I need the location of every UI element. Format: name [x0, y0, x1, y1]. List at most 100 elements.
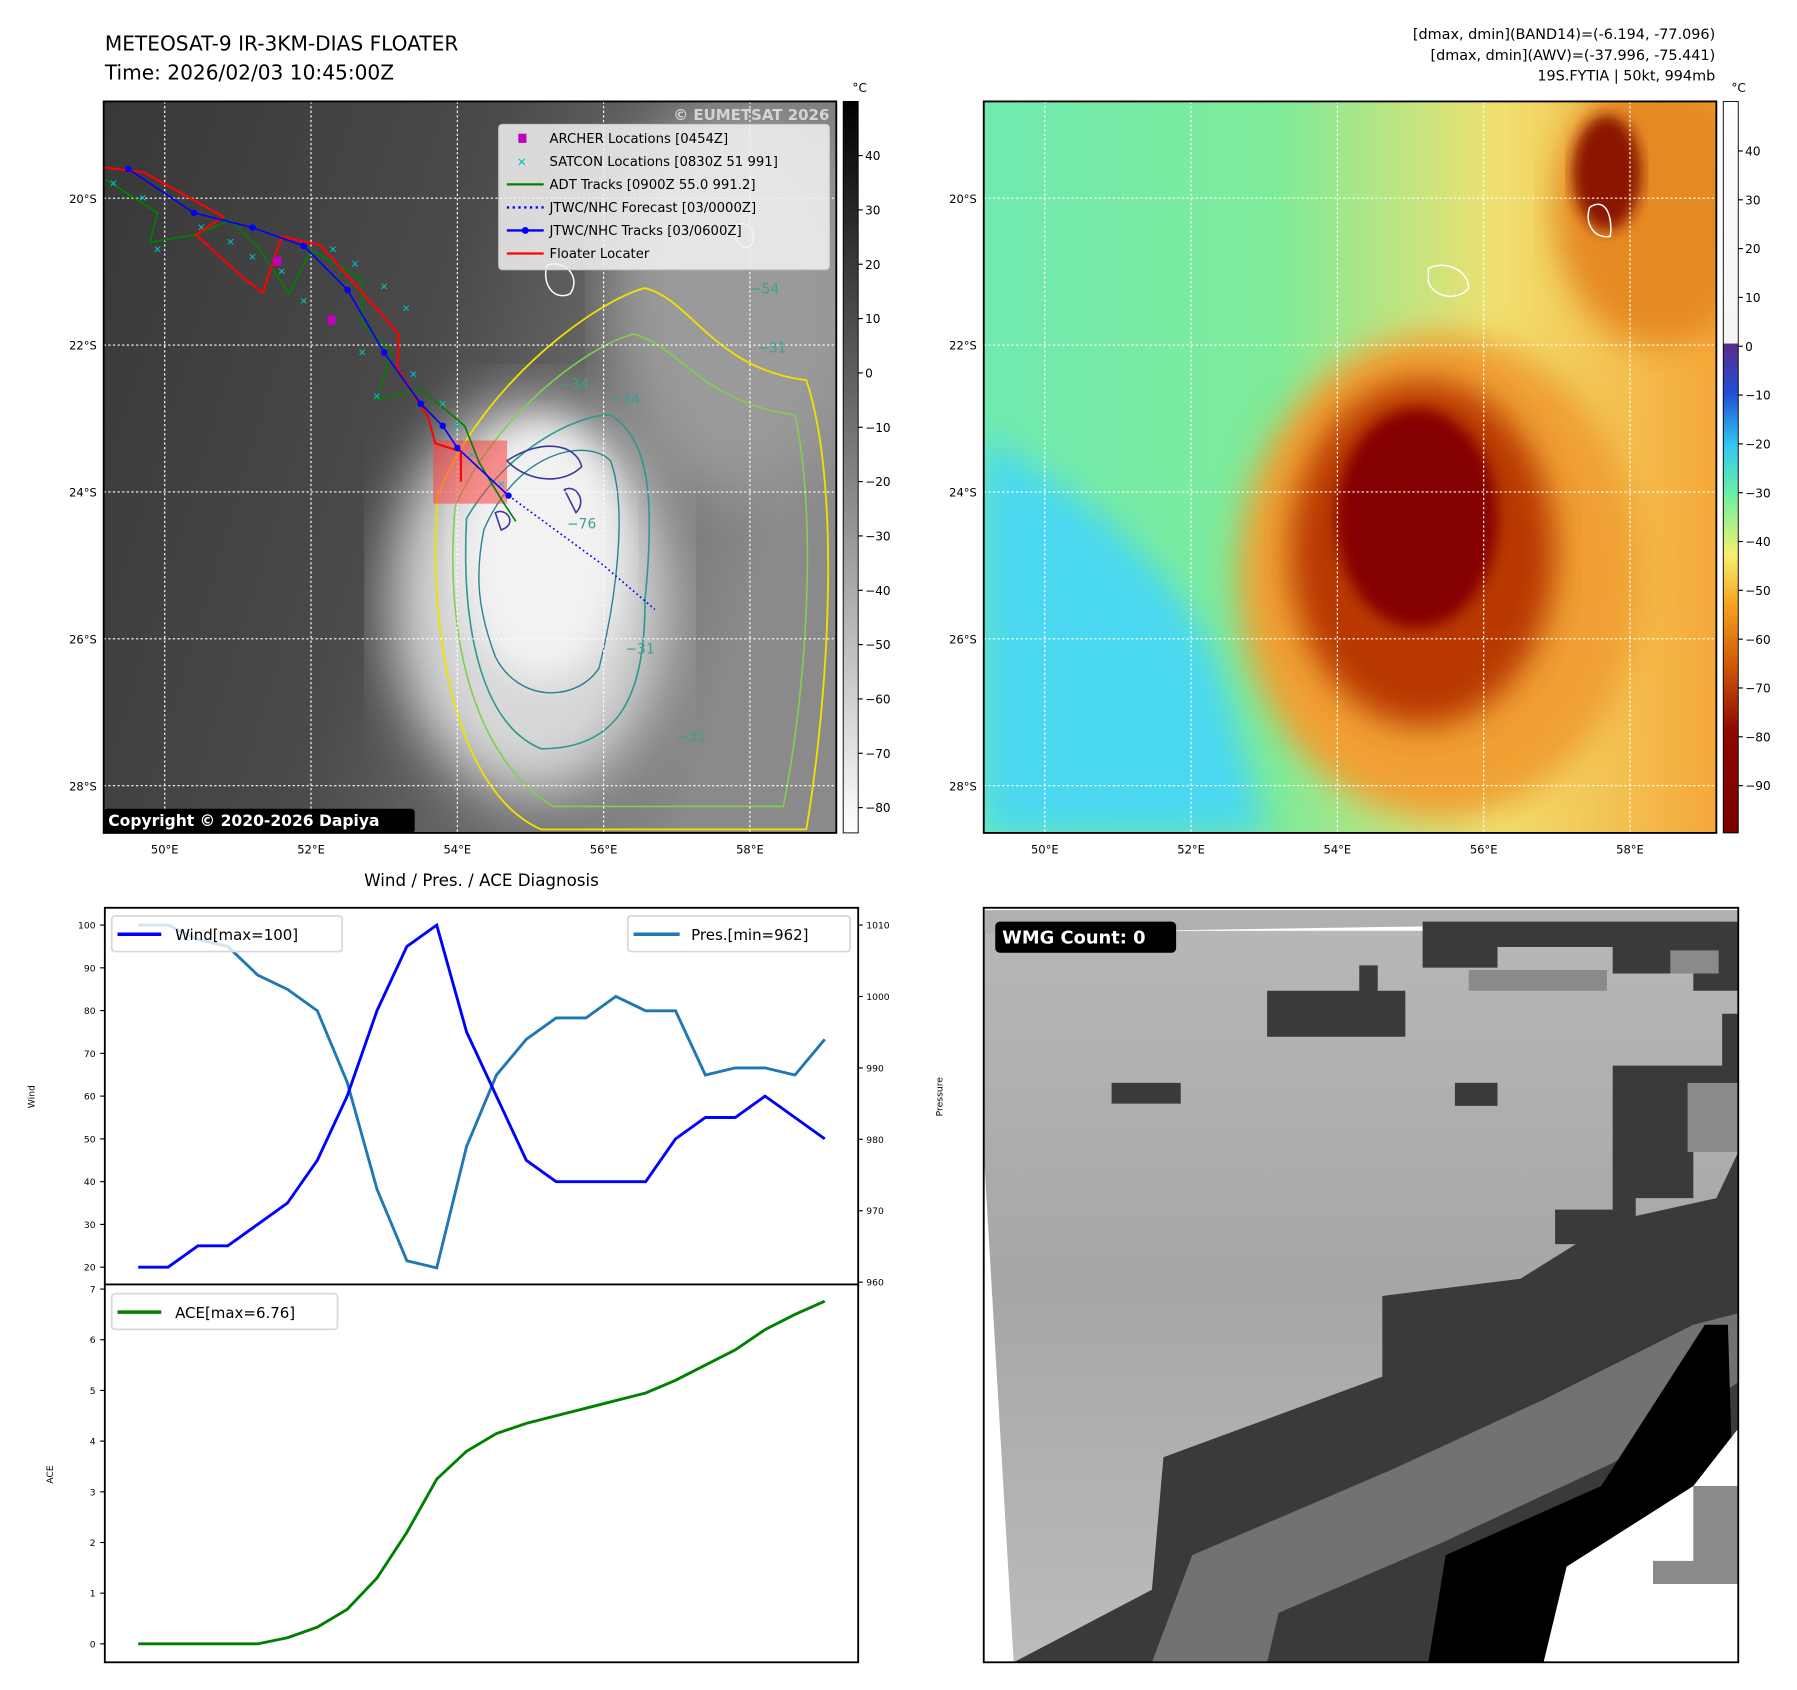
colorbar-tick-label: 10 [1745, 291, 1760, 305]
pressure-tick-label: 970 [866, 1206, 884, 1217]
wind-tick-label: 60 [84, 1092, 96, 1103]
ace-tick-label: 3 [90, 1487, 96, 1498]
lon-tick-label: 58°E [1616, 843, 1644, 857]
colorbar-tick-label: −60 [1745, 633, 1771, 647]
satcon-marker: ✕ [438, 398, 447, 410]
ir-map-frame [102, 100, 838, 834]
wmg-no-data-left [983, 1151, 1014, 1663]
satcon-marker: ✕ [329, 244, 338, 256]
awv-colorbar [1722, 100, 1739, 834]
colorbar-tick-label: 20 [865, 258, 880, 272]
lat-tick-label: 22°S [69, 339, 97, 353]
ace-panel [103, 1283, 860, 1664]
ace-axis-label: ACE [45, 1465, 56, 1484]
satcon-marker: ✕ [453, 420, 462, 432]
satcon-marker: ✕ [468, 450, 477, 462]
pressure-legend-label: Pres.[min=962] [691, 926, 808, 944]
wind-tick-label: 100 [78, 921, 96, 932]
jtwc-track-point [439, 422, 446, 430]
contour-label: −54 [750, 282, 779, 298]
wind-legend-label: Wind[max=100] [175, 926, 298, 944]
pressure-axis-label: Pressure [934, 1077, 945, 1117]
wmg-dark-blocks [1111, 921, 1739, 1245]
ir-colorbar [842, 100, 859, 834]
colorbar-tick-label: −70 [1745, 682, 1771, 696]
storm-tracks: ✕ ✕ ✕ ✕ ✕ ✕ ✕ ✕ ✕ ✕ ✕ ✕ ✕ ✕ ✕ ✕ ✕ ✕ ✕ [103, 165, 656, 611]
contour-label: −31 [757, 340, 786, 356]
diagnosis-ticks: 20 30 40 50 60 70 80 90 100 960 970 980 990 1000 1010 0… [78, 921, 890, 1651]
pressure-tick-label: 1000 [866, 992, 890, 1003]
jtwc-track-point [249, 224, 256, 231]
legend-dot-icon [521, 226, 529, 234]
lat-tick-label: 20°S [69, 192, 97, 206]
wind-tick-label: 50 [84, 1134, 96, 1145]
colorbar-tick-label: −20 [865, 475, 891, 489]
awv-range: [dmax, dmin](AWV)=(-37.996, -75.441) [1430, 48, 1715, 64]
lat-tick-label: 20°S [949, 192, 977, 206]
ace-tick-label: 7 [90, 1285, 96, 1296]
lon-tick-label: 50°E [1031, 843, 1059, 857]
lat-tick-label: 24°S [949, 486, 977, 500]
legend-label: JTWC/NHC Tracks [03/0600Z] [548, 224, 741, 239]
pressure-tick-label: 980 [866, 1135, 884, 1146]
lon-tick-label: 56°E [1470, 843, 1498, 857]
storm-info: 19S.FYTIA | 50kt, 994mb [1537, 69, 1715, 85]
satcon-marker: ✕ [497, 479, 506, 491]
lon-tick-label: 52°E [1177, 843, 1205, 857]
coastline-mauritius [1587, 203, 1612, 238]
colorbar-tick-label: −50 [865, 638, 891, 652]
cold-core [1336, 408, 1498, 628]
ace-tick-label: 6 [90, 1335, 96, 1346]
colorbar-tick-label: −60 [865, 693, 891, 707]
ace-tick-label: 4 [90, 1437, 96, 1448]
figure-title: METEOSAT-9 IR-3KM-DIAS FLOATER [105, 32, 459, 56]
wmg-white-region [1543, 1428, 1739, 1663]
satcon-marker: ✕ [248, 251, 257, 263]
satcon-marker: ✕ [109, 178, 118, 190]
contour-yellow [434, 287, 830, 831]
colorbar-tick-label: −80 [865, 801, 891, 815]
ir-colorbar-unit: °C [852, 81, 866, 95]
jtwc-track-point [124, 165, 132, 173]
archer-marker [273, 256, 282, 266]
ace-tick-label: 0 [90, 1639, 96, 1650]
lon-tick-label: 54°E [1324, 843, 1352, 857]
pressure-line [138, 923, 826, 1270]
contour-green [452, 333, 809, 808]
jtwc-track-point [505, 492, 512, 499]
awv-map-axes: 50°E 52°E 54°E 56°E 58°E 20°S 22°S 24°S 26°S 28°S [949, 192, 1644, 857]
contour-label: −34 [611, 392, 640, 408]
cold-spot-north [1572, 115, 1642, 231]
awv-map [983, 101, 1717, 833]
colorbar-tick-label: −40 [865, 584, 891, 598]
lon-tick-label: 54°E [443, 843, 471, 857]
pressure-legend: Pres.[min=962] [626, 914, 851, 953]
archer-legend-icon [518, 133, 527, 143]
colorbar-tick-label: −40 [1745, 535, 1771, 549]
jtwc-track-point [190, 209, 198, 217]
satcon-marker: ✕ [380, 281, 389, 293]
ace-tick-label: 1 [90, 1589, 96, 1600]
lat-tick-label: 28°S [69, 779, 97, 793]
colorbar-tick-label: −30 [1745, 486, 1771, 500]
lon-tick-label: 52°E [297, 843, 325, 857]
colorbar-tick-label: −50 [1745, 584, 1771, 598]
colorbar-tick-label: 0 [865, 367, 873, 381]
contour-label: −31 [677, 730, 706, 746]
band14-range: [dmax, dmin](BAND14)=(-6.194, -77.096) [1413, 27, 1715, 43]
satcon-legend-icon: ✕ [517, 155, 527, 169]
awv-colorbar-ticks: 40 30 20 10 0 −10 −20 −30 −40 −50 −60 −70 −80 −90 [1738, 145, 1771, 793]
jtwc-track-line [127, 168, 510, 497]
wind-line [138, 922, 826, 1269]
awv-map-frame [982, 100, 1718, 834]
ace-tick-label: 2 [90, 1538, 96, 1549]
colorbar-tick-label: 30 [865, 204, 880, 218]
lat-tick-label: 26°S [949, 632, 977, 646]
colorbar-tick-label: −90 [1745, 779, 1771, 793]
legend-box [498, 123, 830, 271]
colorbar-tick-label: 30 [1745, 193, 1760, 207]
satcon-marker: ✕ [351, 259, 360, 271]
adt-track-line [105, 179, 517, 522]
satcon-marker: ✕ [197, 222, 206, 234]
